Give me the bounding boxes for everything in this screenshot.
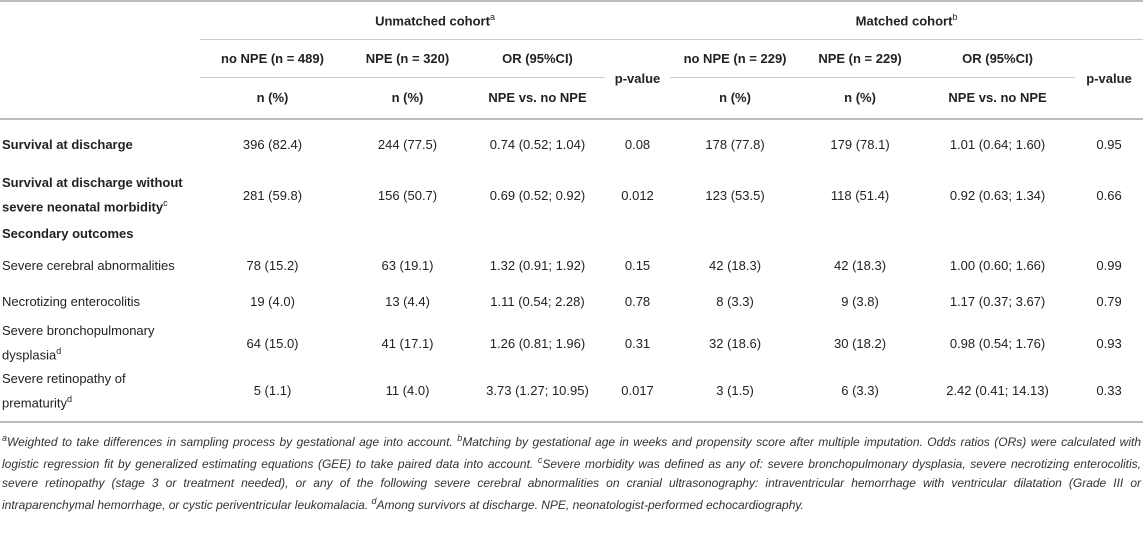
- sub-header: n (%): [200, 77, 345, 120]
- cell: 0.66: [1096, 187, 1122, 203]
- row-label: Severe retinopathy of prematurityd: [0, 368, 200, 423]
- cell: 78 (15.2): [246, 257, 299, 273]
- cell: 0.93: [1096, 335, 1122, 351]
- matched-cohort-header: Matched cohortb: [670, 1, 1143, 40]
- cell: 1.17 (0.37; 3.67): [949, 293, 1046, 309]
- cell: [470, 221, 605, 247]
- cell: 6 (3.3): [800, 368, 921, 423]
- cell: 0.15: [624, 257, 651, 273]
- cell: 123 (53.5): [705, 187, 765, 203]
- cell: 11 (4.0): [345, 368, 470, 423]
- sub-header: NPE vs. no NPE: [920, 77, 1076, 120]
- cell: 156 (50.7): [377, 187, 438, 203]
- row-label: Necrotizing enterocolitis: [2, 293, 141, 309]
- cell: [800, 221, 920, 247]
- table-row: Severe retinopathy of prematurityd 5 (1.1…: [0, 368, 1143, 423]
- cell: 1.11 (0.54; 2.28): [490, 293, 585, 309]
- sub-header: NPE vs. no NPE: [470, 77, 605, 120]
- footnote-marker: a: [2, 432, 8, 443]
- col-header: NPE (n = 320): [345, 39, 470, 78]
- col-header: p-value: [1075, 39, 1143, 120]
- cell: [1075, 221, 1143, 247]
- cell: 244 (77.5): [377, 137, 438, 152]
- results-table: Unmatched cohorta Matched cohortb no NPE…: [0, 0, 1143, 423]
- col-header: p-value: [605, 39, 671, 120]
- cell: 0.31: [624, 335, 651, 351]
- row-label: Severe bronchopulmonary dysplasiad: [2, 323, 155, 363]
- cell: 2.42 (0.41; 14.13): [920, 368, 1076, 423]
- cell: 9 (3.8): [841, 293, 879, 309]
- footnote-text: Among survivors at discharge. NPE, neona…: [376, 498, 804, 513]
- cell: 1.01 (0.64; 1.60): [949, 137, 1046, 152]
- cell: 42 (18.3): [834, 257, 887, 273]
- cell: 0.95: [1096, 137, 1122, 152]
- cell: 0.99: [1096, 257, 1122, 273]
- cell: 32 (18.6): [709, 335, 762, 351]
- row-label: Severe cerebral abnormalities: [2, 257, 175, 273]
- cell: 63 (19.1): [381, 257, 434, 273]
- table-row: Severe cerebral abnormalities 78 (15.2) 63…: [0, 247, 1143, 285]
- cell: [200, 221, 345, 247]
- col-header: OR (95%CI): [920, 39, 1076, 78]
- cell: [920, 221, 1075, 247]
- cell: 5 (1.1): [200, 368, 345, 423]
- cell: 396 (82.4): [242, 137, 303, 152]
- cell: 0.69 (0.52; 0.92): [489, 187, 586, 203]
- cell: [345, 221, 470, 247]
- cell: 1.00 (0.60; 1.66): [949, 257, 1046, 273]
- cell: 41 (17.1): [381, 335, 434, 351]
- cell: 3 (1.5): [670, 368, 801, 423]
- row-label: Survival at discharge: [2, 137, 133, 152]
- cell: 0.98 (0.54; 1.76): [949, 335, 1046, 351]
- row-label: Survival at discharge without severe neo…: [2, 175, 183, 215]
- cell: 0.012: [621, 187, 654, 203]
- unmatched-cohort-header: Unmatched cohorta: [200, 1, 671, 40]
- col-header: no NPE (n = 489): [200, 39, 345, 78]
- footnote-text: Matching by gestational age in weeks and…: [2, 434, 1141, 472]
- sub-header: n (%): [670, 77, 801, 120]
- col-header: OR (95%CI): [470, 39, 605, 78]
- table-row: Severe bronchopulmonary dysplasiad 64 (15…: [0, 319, 1143, 369]
- cell: 8 (3.3): [716, 293, 754, 309]
- cell: 118 (51.4): [830, 187, 890, 203]
- cell: 0.79: [1096, 293, 1122, 309]
- row-label: Secondary outcomes: [2, 225, 134, 241]
- cell: 179 (78.1): [830, 137, 890, 152]
- table-row: Necrotizing enterocolitis 19 (4.0) 13 (4.4…: [0, 285, 1143, 319]
- table-footnotes: aWeighted to take differences in samplin…: [0, 423, 1143, 515]
- table-row: Survival at discharge 396 (82.4) 244 (77.5…: [0, 119, 1143, 171]
- cell: 178 (77.8): [705, 137, 765, 152]
- table-row: Secondary outcomes: [0, 221, 1143, 247]
- cell: 0.92 (0.63; 1.34): [949, 187, 1046, 203]
- cell: 0.08: [624, 137, 651, 152]
- cell: 0.33: [1075, 368, 1143, 423]
- cell: 64 (15.0): [246, 335, 299, 351]
- cell: 0.74 (0.52; 1.04): [489, 137, 586, 152]
- cell: [670, 221, 800, 247]
- table-row: Survival at discharge without severe neo…: [0, 171, 1143, 221]
- cell: 1.32 (0.91; 1.92): [489, 257, 586, 273]
- cell: 3.73 (1.27; 10.95): [470, 368, 605, 423]
- cell: 19 (4.0): [250, 293, 295, 309]
- sub-header: n (%): [800, 77, 921, 120]
- sub-header: n (%): [345, 77, 470, 120]
- cell: [605, 221, 670, 247]
- footnote-marker: c: [537, 455, 543, 466]
- cell: 1.26 (0.81; 1.96): [489, 335, 586, 351]
- cell: 0.78: [624, 293, 651, 309]
- col-header: no NPE (n = 229): [670, 39, 801, 78]
- footnote-text: Severe morbidity was defined as any of: …: [2, 457, 1141, 513]
- cell: 281 (59.8): [242, 187, 303, 203]
- footnote-marker: d: [371, 496, 377, 507]
- col-header: NPE (n = 229): [800, 39, 921, 78]
- cell: 0.017: [605, 368, 671, 423]
- cell: 30 (18.2): [834, 335, 887, 351]
- footnote-marker: b: [457, 432, 463, 443]
- footnote-text: Weighted to take differences in sampling…: [7, 434, 458, 449]
- cell: 13 (4.4): [385, 293, 430, 309]
- cell: 42 (18.3): [709, 257, 762, 273]
